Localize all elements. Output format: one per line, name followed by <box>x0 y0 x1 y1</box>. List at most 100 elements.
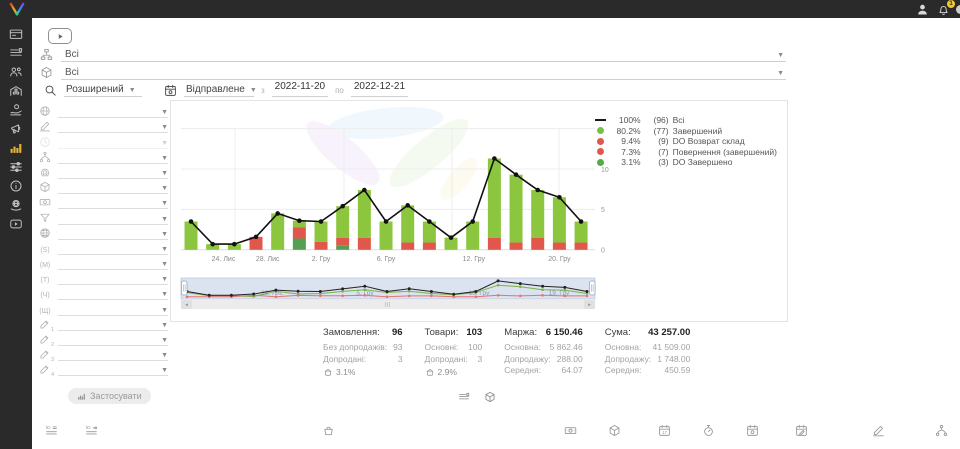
legend-dot-marker <box>595 158 607 166</box>
sidebar-item-tutorials[interactable] <box>9 217 23 231</box>
sidebar-item-analytics[interactable] <box>9 141 23 155</box>
token-(Ч)-icon: (Ч) <box>40 292 50 300</box>
chart-scrollbar[interactable]: ◂ ||| ▸ <box>181 300 595 309</box>
filter-row-7: ▼ <box>38 194 168 210</box>
orders-chart[interactable]: 0 5 10 24. Лис 28. Лис 2. Гру 6. Гру 12. Гру 20.… <box>171 101 787 321</box>
filter-select-6[interactable]: ▼ <box>58 181 168 195</box>
toolbar-calendar-edit[interactable] <box>795 424 808 437</box>
toolbar-pencil-ruler[interactable] <box>872 424 885 437</box>
notification-badge: 1 <box>947 0 955 8</box>
filter-select-17[interactable]: ▼ <box>58 348 168 362</box>
clock-icon <box>38 136 52 149</box>
user-avatar-icon[interactable] <box>916 3 929 16</box>
summary-stats: Замовлення: 96 Без допродажів: 93 Допродані… <box>323 327 690 377</box>
token-(Щ)-icon: (Щ) <box>39 307 51 315</box>
view-toggle-list[interactable] <box>458 391 470 403</box>
svg-text:12. Гру: 12. Гру <box>463 256 486 263</box>
filter-row-9: ▼ <box>38 225 168 240</box>
filter-row-2: ▼ <box>38 118 168 134</box>
sidebar-item-dashboard[interactable] <box>9 27 23 41</box>
toolbar-calendar-dot[interactable] <box>746 424 759 437</box>
filter-select-10[interactable]: ▼ <box>58 242 168 255</box>
date-from-input[interactable]: 2022-11-20 <box>271 81 329 97</box>
apply-button-label: Застосувати <box>90 391 142 401</box>
notifications-bell-icon[interactable]: 1 <box>937 0 955 16</box>
video-icon <box>10 219 22 229</box>
sidebar-item-info[interactable] <box>9 179 23 193</box>
filter-select-3[interactable]: ▼ <box>58 136 168 149</box>
filter-select-12[interactable]: ▼ <box>58 272 168 286</box>
token-(T)-icon: (T) <box>40 277 50 285</box>
scroll-left-button[interactable]: ◂ <box>181 300 192 309</box>
toolbar-package[interactable] <box>608 424 621 437</box>
stat-sub-value: 93 <box>393 342 403 352</box>
stat-sub-value: 450.59 <box>664 365 691 375</box>
legend-row[interactable]: 100% (96) Всі <box>595 115 777 126</box>
source-filter-select[interactable]: Всі ▼ <box>61 46 786 62</box>
stat-foot-value: 3.1% <box>336 367 356 377</box>
filter-row-10: (S) ▼ <box>38 240 168 255</box>
banknote-icon <box>38 196 52 209</box>
filter-select-2[interactable]: ▼ <box>58 120 168 134</box>
view-toggle-package[interactable] <box>484 391 496 403</box>
legend-dot-marker <box>595 148 607 156</box>
date-field-select[interactable]: Відправлене ▼ <box>184 81 257 97</box>
search-icon[interactable] <box>44 84 57 97</box>
sidebar-item-customers[interactable] <box>9 65 23 79</box>
info-icon <box>10 180 22 192</box>
sidebar-item-integrations[interactable] <box>9 198 23 212</box>
legend-row[interactable]: 7.3% (7) Повернення (завершений) <box>595 147 777 158</box>
toolbar-calendar-17[interactable]: 17 <box>658 424 671 437</box>
sidebar-item-warehouse[interactable] <box>9 84 23 98</box>
fingerprint-icon <box>38 166 52 179</box>
toolbar-hierarchy[interactable] <box>935 424 948 437</box>
legend-dot-marker <box>595 127 607 135</box>
filter-row-4: ▼ <box>38 149 168 164</box>
filter-select-13[interactable]: ▼ <box>58 287 168 301</box>
package-icon <box>485 391 495 403</box>
stat-sub-value: 3 <box>477 353 483 364</box>
toolbar-basket[interactable] <box>322 424 335 437</box>
stat-sub-label: Допродажу: <box>504 353 551 364</box>
legend-row[interactable]: 3.1% (3) DO Завершено <box>595 157 777 168</box>
hierarchy-icon <box>38 151 52 164</box>
filter-select-5[interactable]: ▼ <box>58 166 168 179</box>
toolbar-id-list[interactable]: ID <box>45 424 58 437</box>
sidebar-item-payments[interactable] <box>9 103 23 117</box>
filter-select-9[interactable]: ▼ <box>58 227 168 240</box>
search-mode-select[interactable]: Розширений ▼ <box>64 81 142 97</box>
card-icon <box>9 29 23 39</box>
legend-row[interactable]: 9.4% (9) DO Возврат склад <box>595 136 777 147</box>
filter-select-4[interactable]: ▼ <box>58 151 168 164</box>
product-filter-select[interactable]: Всі ▼ <box>61 64 786 80</box>
filter-select-7[interactable]: ▼ <box>58 196 168 210</box>
sidebar-item-orders[interactable] <box>9 46 23 60</box>
pencil-icon <box>40 350 49 359</box>
sidebar-item-marketing[interactable] <box>9 122 23 136</box>
list-icon <box>459 392 470 400</box>
toolbar-stopwatch[interactable] <box>702 424 715 437</box>
svg-text:2. Гру: 2. Гру <box>312 256 331 263</box>
pencil-ruler-icon <box>38 120 52 133</box>
bell-glyph <box>939 5 948 15</box>
scrollbar-grip[interactable]: ||| <box>384 301 392 308</box>
token-(S)-icon: (S) <box>40 246 50 254</box>
date-to-input[interactable]: 2022-12-21 <box>350 81 409 97</box>
play-tour-button[interactable] <box>48 28 72 44</box>
app-logo-icon[interactable] <box>7 1 27 17</box>
filter-select-18[interactable]: ▼ <box>58 363 168 377</box>
edge-partial-icon <box>956 5 960 14</box>
filter-select-16[interactable]: ▼ <box>58 333 168 346</box>
legend-row[interactable]: 80.2% (77) Завершений <box>595 126 777 137</box>
filter-select-8[interactable]: ▼ <box>58 212 168 225</box>
filter-select-1[interactable]: ▼ <box>58 105 168 119</box>
apply-button[interactable]: Застосувати <box>68 388 151 404</box>
filter-select-15[interactable]: ▼ <box>58 318 168 331</box>
toolbar-banknote[interactable] <box>564 424 577 437</box>
sidebar-item-settings[interactable] <box>9 160 23 174</box>
toolbar-id-ref[interactable]: ID <box>85 424 98 437</box>
scroll-right-button[interactable]: ▸ <box>584 300 595 309</box>
filter-row-17: 3 ▼ <box>38 346 168 363</box>
filter-select-11[interactable]: ▼ <box>58 257 168 271</box>
filter-select-14[interactable]: ▼ <box>58 303 168 316</box>
